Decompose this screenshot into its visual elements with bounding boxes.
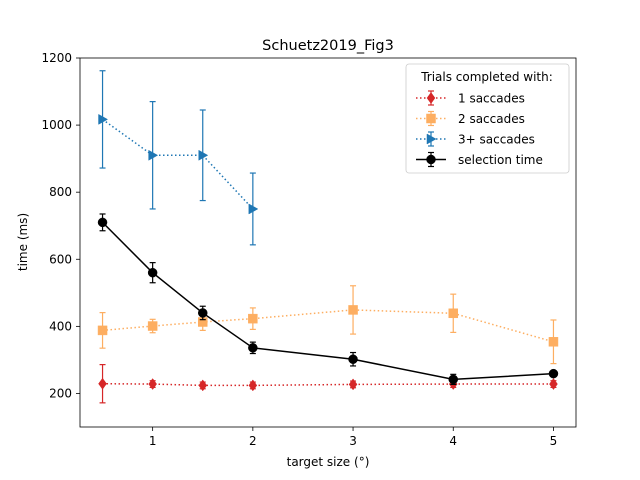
legend-label: 1 saccades — [458, 92, 525, 106]
y-tick-label: 800 — [49, 185, 72, 199]
x-tick-label: 5 — [550, 434, 558, 448]
chart-title: Schuetz2019_Fig3 — [262, 38, 394, 54]
x-axis-label: target size (°) — [287, 455, 370, 469]
data-point — [148, 149, 159, 161]
data-point — [348, 305, 358, 315]
y-axis: 200 400 600 800 1000 1200 — [41, 51, 80, 400]
legend-box — [405, 63, 570, 174]
legend-label: 3+ saccades — [458, 133, 535, 147]
legend-marker — [426, 113, 436, 124]
data-point — [248, 343, 258, 353]
legend-label: selection time — [458, 153, 543, 167]
y-tick-label: 1000 — [41, 118, 72, 132]
data-point — [147, 267, 158, 278]
data-point — [248, 203, 259, 215]
data-point — [148, 378, 157, 390]
x-tick-label: 4 — [449, 434, 457, 448]
data-point — [248, 313, 258, 324]
y-axis-label: time (ms) — [16, 213, 30, 271]
x-tick-label: 3 — [349, 434, 357, 448]
data-point — [198, 379, 208, 392]
series-2-saccades — [97, 285, 559, 365]
y-tick-label: 400 — [49, 319, 72, 333]
data-point — [548, 337, 559, 347]
legend-label: 2 saccades — [458, 112, 525, 126]
series-line — [102, 118, 254, 210]
y-tick-label: 600 — [49, 252, 72, 266]
legend-title: Trials completed with: — [420, 70, 553, 84]
data-point — [147, 321, 158, 331]
plot-area — [97, 70, 559, 404]
data-point — [97, 325, 108, 336]
data-point — [348, 378, 358, 391]
x-tick-label: 1 — [149, 434, 157, 448]
data-point — [197, 308, 208, 318]
x-axis: 1 2 3 4 5 — [149, 427, 557, 448]
data-point — [97, 217, 108, 228]
y-tick-label: 1200 — [41, 51, 72, 65]
legend-marker — [426, 133, 437, 145]
plot-frame — [79, 57, 577, 428]
data-point — [549, 378, 558, 390]
data-point — [248, 379, 258, 392]
legend-marker — [426, 92, 436, 104]
data-point — [98, 377, 107, 390]
x-tick-label: 2 — [249, 434, 257, 448]
series-selection-time — [97, 213, 559, 385]
data-point — [198, 149, 209, 161]
data-point — [448, 374, 459, 385]
data-point — [448, 308, 459, 319]
data-point — [548, 368, 559, 379]
data-point — [98, 113, 109, 125]
series-3-saccades — [98, 70, 259, 246]
legend-marker — [426, 154, 436, 165]
legend: Trials completed with: 1 saccades 2 sacca… — [405, 63, 570, 174]
data-point — [348, 354, 358, 364]
y-tick-label: 200 — [49, 386, 72, 400]
